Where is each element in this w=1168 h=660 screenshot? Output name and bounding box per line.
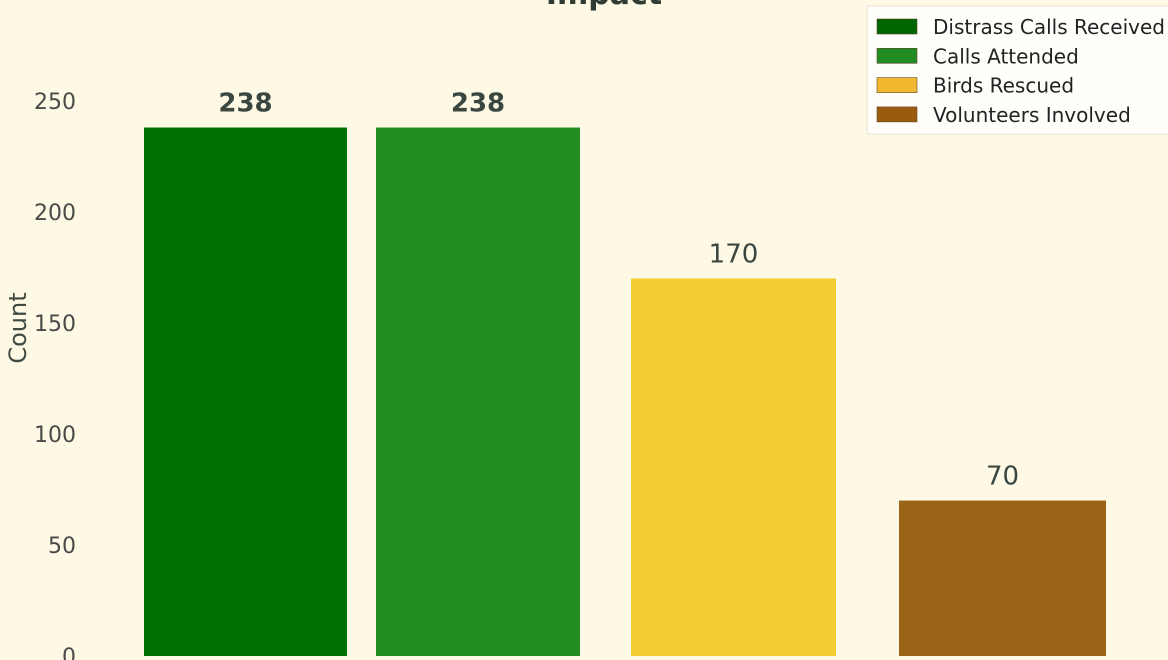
y-tick-label: 250 xyxy=(34,90,76,115)
y-tick-label: 50 xyxy=(48,534,76,559)
legend: Distrass Calls Received Calls Attended Bir… xyxy=(866,5,1168,135)
legend-entry-label: Distrass Calls Received xyxy=(933,15,1165,39)
bar-value-label: 70 xyxy=(986,462,1019,492)
legend-swatch xyxy=(876,47,918,64)
bars-group xyxy=(144,127,1106,656)
bar-value-label: 170 xyxy=(709,240,759,270)
y-tick-label: 150 xyxy=(34,312,76,337)
bar-value-label: 238 xyxy=(218,89,272,119)
bar xyxy=(376,127,580,656)
y-axis-label: Count xyxy=(4,292,32,363)
legend-swatch xyxy=(876,18,918,35)
y-tick-label: 100 xyxy=(34,423,76,448)
bar xyxy=(144,127,347,656)
legend-entry-label: Volunteers Involved xyxy=(933,103,1131,127)
y-axis-ticks: 0 50 100 150 200 250 xyxy=(34,90,76,660)
legend-swatch xyxy=(876,77,918,93)
chart-title: Impact xyxy=(546,0,662,12)
y-tick-label: 200 xyxy=(34,201,76,226)
legend-swatch xyxy=(876,106,918,123)
bar-value-label: 238 xyxy=(451,89,505,119)
legend-entry-label: Birds Rescued xyxy=(933,74,1074,98)
legend-entry-label: Calls Attended xyxy=(933,44,1079,68)
bar xyxy=(631,278,836,656)
value-labels-group: 238 238 170 70 xyxy=(218,89,1019,492)
y-tick-label: 0 xyxy=(62,645,76,660)
bar xyxy=(899,500,1106,656)
